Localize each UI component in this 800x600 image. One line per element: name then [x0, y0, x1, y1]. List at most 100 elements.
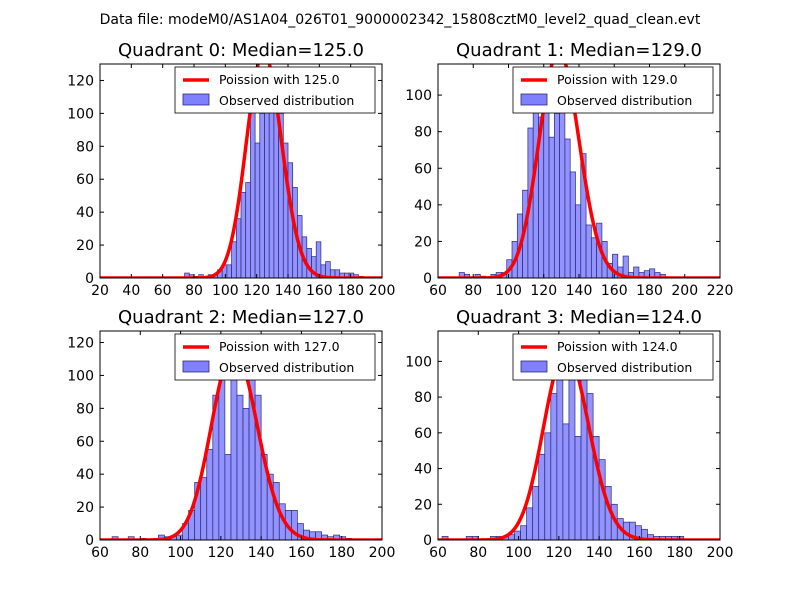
quadrant-3-bar-12	[544, 432, 552, 540]
quadrant-0-ytick-label-5: 100	[67, 106, 94, 122]
quadrant-1-legend-line-label: Poission with 129.0	[557, 72, 678, 87]
quadrant-1-bar-18	[564, 138, 571, 278]
quadrant-2-bar-11	[206, 449, 214, 540]
quadrant-0-ytick-label-3: 60	[76, 172, 94, 188]
quadrant-0-bar-9	[231, 241, 237, 278]
quadrant-1-xtick-label-6: 180	[636, 283, 663, 299]
quadrant-0-bar-14	[254, 142, 261, 278]
quadrant-1-ytick-label-1: 20	[414, 234, 432, 250]
quadrant-1-xtick-label-7: 200	[671, 283, 698, 299]
quadrant-3-ytick-label-4: 80	[414, 390, 432, 406]
quadrant-0-xtick-label-5: 120	[243, 283, 270, 299]
quadrant-2-xtick-label-7: 200	[369, 545, 396, 561]
quadrant-2-bar-10	[200, 477, 208, 540]
quadrant-1-bar-20	[575, 204, 582, 278]
quadrant-0-xtick-label-3: 80	[185, 283, 203, 299]
quadrant-0-bar-27	[315, 241, 322, 278]
quadrant-1-legend-bar-label: Observed distribution	[557, 93, 692, 108]
quadrant-3-xtick-label-0: 60	[429, 545, 447, 561]
quadrant-3-axes-frame	[437, 330, 721, 541]
quadrant-0-chart: Quadrant 0: Median=125.020 40 60 80 100 120 14…	[67, 40, 395, 299]
quadrant-1-xtick-label-8: 220	[707, 283, 734, 299]
quadrant-3-ytick-label-2: 40	[414, 462, 432, 478]
quadrant-3-bar-13	[550, 393, 558, 540]
quadrant-2-ytick-label-5: 100	[67, 368, 94, 384]
quadrant-2-bar-13	[218, 378, 226, 540]
quadrant-3-bar-15	[562, 423, 570, 540]
quadrant-0-xtick-label-2: 60	[154, 283, 172, 299]
quadrant-0-bar-11	[240, 192, 247, 278]
quadrant-2-ytick-label-4: 80	[76, 401, 94, 417]
quadrant-0-xtick-label-6: 140	[275, 283, 302, 299]
quadrant-2-axes-frame	[99, 330, 383, 541]
quadrant-0-xtick-label-4: 100	[212, 283, 239, 299]
quadrant-2-xtick-label-1: 80	[131, 545, 149, 561]
quadrant-2-bar-15	[230, 371, 238, 540]
quadrant-3-bar-14	[556, 375, 564, 540]
quadrant-2-ytick-label-2: 40	[76, 467, 94, 483]
quadrant-0-ytick-label-1: 20	[76, 238, 94, 254]
quadrant-1-xtick-label-4: 140	[566, 283, 593, 299]
quadrant-3-ytick-label-0: 0	[423, 533, 432, 549]
quadrant-0-legend-bar-label: Observed distribution	[219, 93, 354, 108]
quadrant-0-title: Quadrant 0: Median=125.0	[118, 40, 364, 61]
quadrant-0-bar-16	[264, 106, 270, 278]
quadrant-2-ytick-label-6: 120	[67, 336, 94, 352]
quadrant-3-xtick-label-5: 160	[626, 545, 653, 561]
quadrant-3-legend-line-label: Poission with 124.0	[557, 339, 678, 354]
quadrant-3-legend: Poission with 124.0 Observed distribution	[512, 333, 714, 381]
quadrant-1-bar-22	[585, 224, 592, 278]
quadrant-1-bar-17	[559, 98, 566, 278]
quadrant-2-ytick-label-3: 60	[76, 434, 94, 450]
quadrant-1-bar-15	[548, 136, 555, 278]
quadrant-0-bar-8	[226, 264, 232, 278]
quadrant-3-bar-8	[520, 525, 527, 540]
quadrant-2-bar-16	[236, 394, 244, 540]
quadrant-1-ytick-label-4: 80	[414, 125, 432, 141]
quadrant-0-xtick-label-7: 160	[306, 283, 333, 299]
quadrant-0-bar-12	[245, 182, 251, 278]
quadrant-0-ytick-label-6: 120	[67, 73, 94, 89]
quadrant-1-title: Quadrant 1: Median=129.0	[456, 40, 702, 61]
quadrant-3-bar-9	[526, 507, 534, 540]
quadrant-0-ytick-label-0: 0	[85, 271, 94, 287]
quadrant-0-legend-bar-swatch	[182, 93, 210, 106]
quadrant-1-ytick-label-2: 40	[414, 198, 432, 214]
figure-title: Data file: modeM0/AS1A04_026T01_90000023…	[100, 12, 701, 28]
quadrant-3-xtick-label-4: 140	[586, 545, 613, 561]
quadrant-2-bar-6	[176, 534, 183, 540]
quadrant-3-title: Quadrant 3: Median=124.0	[456, 307, 702, 328]
quadrant-0-legend-line-label: Poission with 125.0	[219, 72, 340, 87]
quadrant-1-ytick-label-3: 60	[414, 161, 432, 177]
quadrant-0-bar-29	[325, 261, 331, 278]
quadrant-1-bar-23	[590, 237, 597, 278]
quadrant-3-xtick-label-6: 180	[666, 545, 693, 561]
quadrant-3-bar-17	[574, 436, 582, 540]
quadrant-2-legend-line-label: Poission with 127.0	[219, 339, 340, 354]
quadrant-1-chart: Quadrant 1: Median=129.0 60 80 100 120 140 160…	[405, 40, 733, 299]
quadrant-2-ytick-label-1: 20	[76, 500, 94, 516]
quadrant-0-legend: Poission with 125.0 Observed distribution	[174, 66, 376, 114]
quadrant-1-xtick-label-3: 120	[530, 283, 557, 299]
quadrant-2-xtick-label-2: 100	[167, 545, 194, 561]
quadrant-3-ytick-label-1: 20	[414, 497, 432, 513]
quadrant-1-legend: Poission with 129.0 Observed distribution	[512, 66, 714, 114]
quadrant-2-title: Quadrant 2: Median=127.0	[118, 307, 364, 328]
quadrant-3-ytick-label-5: 100	[405, 354, 432, 370]
quadrant-2-xtick-label-0: 60	[91, 545, 109, 561]
quadrant-0-xtick-label-1: 40	[122, 283, 140, 299]
quadrant-2-legend: Poission with 127.0 Observed distribution	[174, 333, 376, 381]
quadrant-2-bar-17	[242, 408, 250, 540]
quadrant-3-xtick-label-7: 200	[707, 545, 734, 561]
quadrant-3-legend-bar-swatch	[520, 360, 548, 373]
quadrant-1-ytick-label-5: 100	[405, 88, 432, 104]
quadrant-2-xtick-label-4: 140	[248, 545, 275, 561]
quadrant-0-bar-18	[273, 111, 279, 278]
quadrant-1-bar-27	[612, 253, 619, 278]
quadrant-0-bar-17	[268, 108, 275, 278]
quadrant-2-legend-bar-label: Observed distribution	[219, 360, 354, 375]
quadrant-2-xtick-label-6: 180	[328, 545, 355, 561]
quadrant-1-xtick-label-5: 160	[601, 283, 628, 299]
quadrant-3-bar-7	[514, 530, 521, 540]
